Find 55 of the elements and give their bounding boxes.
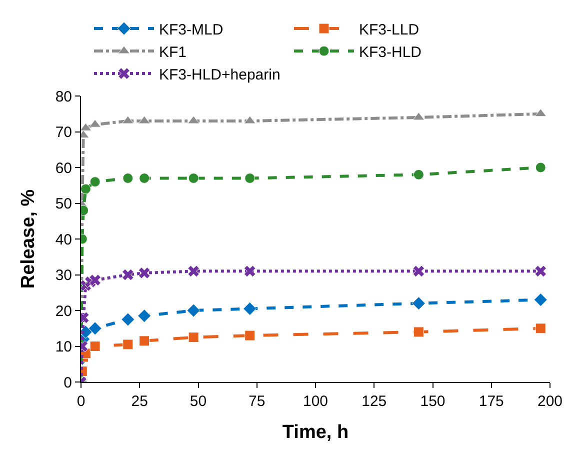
point <box>244 265 256 278</box>
point <box>188 172 199 184</box>
point <box>244 172 256 184</box>
y-tick-label: 0 <box>64 374 72 392</box>
point <box>81 122 92 131</box>
x-tick-label: 150 <box>420 393 446 410</box>
point <box>121 312 135 326</box>
y-tick-label: 60 <box>55 160 72 177</box>
x-tick-label: 0 <box>76 393 86 410</box>
point <box>89 274 101 286</box>
point <box>81 184 91 194</box>
point <box>122 339 134 350</box>
y-tick-label: 10 <box>55 338 72 356</box>
point <box>90 176 100 188</box>
y-tick-label: 50 <box>55 196 72 212</box>
x-tick-label: 175 <box>478 393 504 410</box>
x-tick-label: 75 <box>248 393 266 410</box>
y-tick-label: 30 <box>55 267 72 284</box>
legend-label: KF3-HLD+heparin <box>159 66 280 84</box>
legend-label: KF3-LLD <box>359 21 420 38</box>
point <box>90 341 100 352</box>
point <box>188 332 199 343</box>
x-tick-label: 50 <box>190 393 207 410</box>
point <box>413 169 424 180</box>
point <box>186 304 200 318</box>
point <box>88 322 102 336</box>
point <box>139 172 150 184</box>
x-tick-label: 100 <box>302 393 328 410</box>
y-tick-label: 80 <box>55 88 72 106</box>
legend-label: KF3-HLD <box>359 44 422 61</box>
point <box>243 302 257 316</box>
y-tick-label: 20 <box>55 302 72 320</box>
x-axis-title: Time, h <box>282 422 349 443</box>
y-tick-label: 40 <box>55 231 72 248</box>
point <box>138 309 152 323</box>
legend-label: KF1 <box>159 44 187 61</box>
point <box>413 326 424 338</box>
point <box>535 323 546 334</box>
point <box>122 268 134 281</box>
x-tick-label: 200 <box>537 393 563 410</box>
point <box>122 172 134 184</box>
y-axis-title: Release, % <box>18 189 40 289</box>
point <box>244 330 256 341</box>
x-tick-label: 25 <box>131 393 148 410</box>
legend-label: KF3-MLD <box>159 21 224 38</box>
point <box>139 336 150 346</box>
x-tick-label: 125 <box>362 393 387 410</box>
point <box>188 265 200 278</box>
point <box>535 162 546 173</box>
point <box>138 267 150 279</box>
point <box>412 265 425 278</box>
point <box>534 293 548 307</box>
y-tick-label: 70 <box>55 124 72 141</box>
point <box>534 265 547 278</box>
point <box>412 296 426 310</box>
